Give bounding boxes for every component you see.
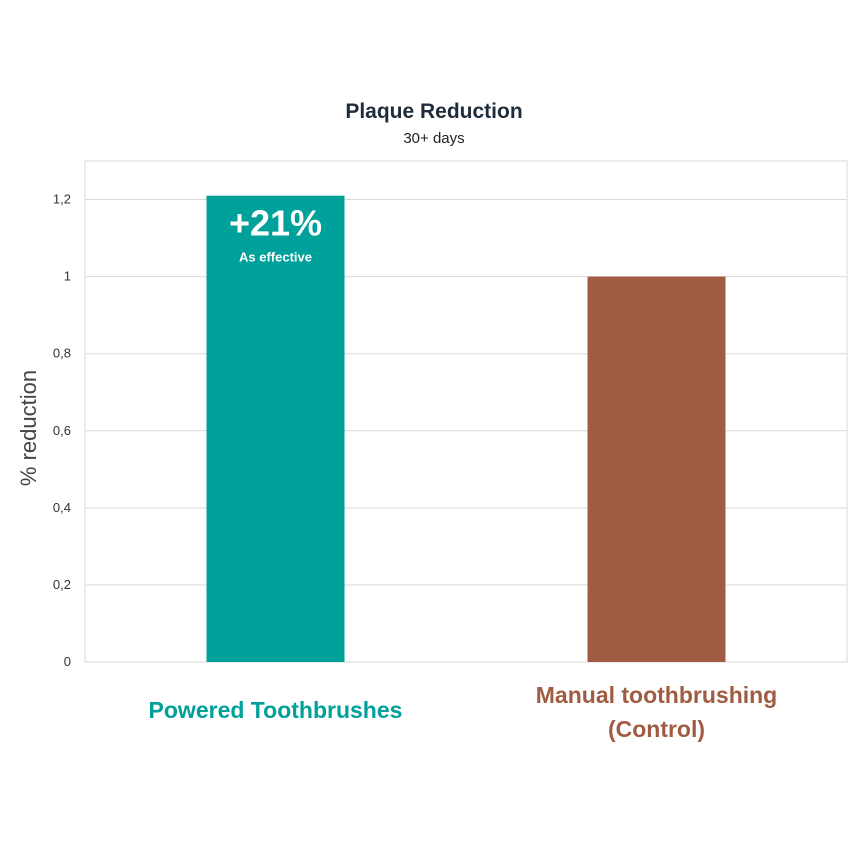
y-tick-label: 1,2 — [53, 192, 71, 207]
bar — [587, 276, 726, 662]
x-category-label-line: (Control) — [608, 716, 705, 742]
x-category-label-line: Powered Toothbrushes — [149, 697, 403, 723]
y-tick-label: 0,6 — [53, 423, 71, 438]
y-tick-label: 1 — [64, 269, 71, 284]
y-axis-label: % reduction — [16, 370, 41, 486]
chart-title: Plaque Reduction — [345, 100, 522, 123]
plot-frame — [84, 160, 848, 663]
bar — [206, 195, 345, 662]
bar-annotation-value: +21% — [229, 203, 322, 244]
y-tick-label: 0,8 — [53, 346, 71, 361]
y-tick-label: 0,2 — [53, 577, 71, 592]
plot-area: 0 0,2 0,4 0,6 0,8 1 1,2 +21% As effective Powered… — [53, 160, 848, 742]
x-category-label: Manual toothbrushing (Control) — [536, 682, 777, 742]
y-tick-label: 0,4 — [53, 500, 71, 515]
bar-annotation-note: As effective — [239, 250, 312, 265]
x-category-label-line: Manual toothbrushing — [536, 682, 777, 708]
x-category-label: Powered Toothbrushes — [149, 697, 403, 723]
y-tick-label: 0 — [64, 654, 71, 669]
chart-subtitle: 30+ days — [403, 130, 464, 147]
